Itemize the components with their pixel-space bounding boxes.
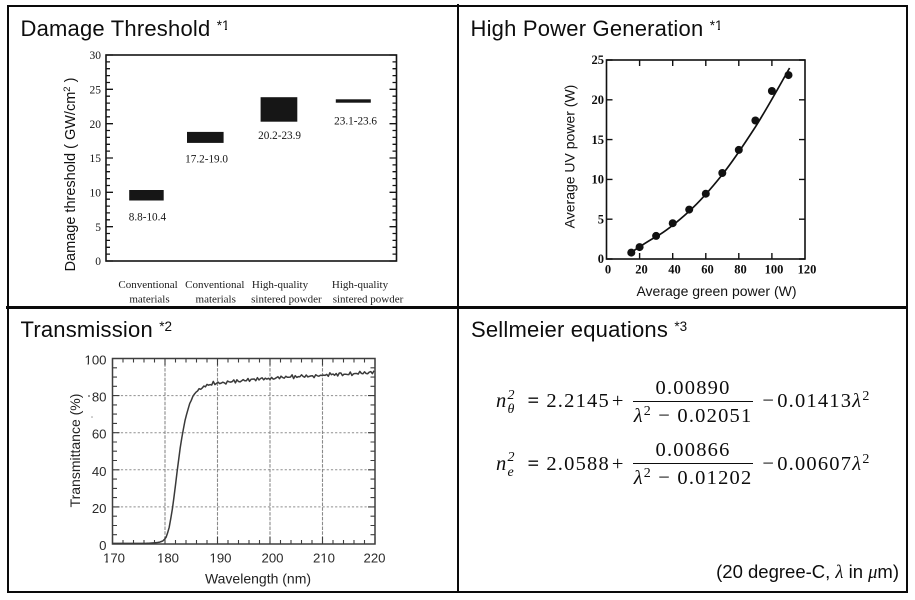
svg-text:8.8-10.4: 8.8-10.4 bbox=[129, 212, 167, 224]
svg-text:190: 190 bbox=[209, 551, 231, 566]
svg-text:210: 210 bbox=[313, 551, 335, 566]
svg-text:Damage threshold ( GW/cm2 ): Damage threshold ( GW/cm2 ) bbox=[62, 78, 79, 272]
svg-text:Transmittance (%): Transmittance (%) bbox=[67, 394, 83, 508]
svg-text:60: 60 bbox=[701, 263, 714, 277]
svg-text:80: 80 bbox=[92, 390, 107, 405]
svg-text:25: 25 bbox=[90, 85, 102, 97]
svg-text:materials: materials bbox=[129, 294, 169, 306]
svg-text:High-quality: High-quality bbox=[252, 279, 309, 291]
svg-text:60: 60 bbox=[92, 427, 107, 442]
svg-text:Average green power (W): Average green power (W) bbox=[636, 283, 796, 299]
svg-text:100: 100 bbox=[765, 263, 784, 277]
svg-text:15: 15 bbox=[592, 133, 605, 147]
svg-text:170: 170 bbox=[103, 551, 125, 566]
svg-text:20.2-23.9: 20.2-23.9 bbox=[258, 130, 301, 142]
svg-text:180: 180 bbox=[157, 551, 179, 566]
svg-text:sintered powder: sintered powder bbox=[333, 294, 404, 306]
svg-text:0: 0 bbox=[95, 256, 101, 268]
svg-text:15: 15 bbox=[90, 153, 102, 165]
svg-text:Conventional: Conventional bbox=[118, 279, 177, 291]
svg-text:Average UV power (W): Average UV power (W) bbox=[562, 85, 578, 229]
svg-text:5: 5 bbox=[95, 222, 101, 234]
svg-text:Conventional: Conventional bbox=[185, 279, 244, 291]
svg-text:10: 10 bbox=[90, 187, 102, 199]
svg-text:120: 120 bbox=[798, 263, 817, 277]
svg-text:30: 30 bbox=[90, 50, 102, 62]
svg-text:0: 0 bbox=[605, 263, 611, 277]
svg-text:20: 20 bbox=[92, 501, 107, 516]
svg-text:40: 40 bbox=[92, 464, 107, 479]
svg-text:220: 220 bbox=[363, 551, 385, 566]
svg-text:0: 0 bbox=[99, 538, 106, 553]
svg-text:20: 20 bbox=[90, 119, 102, 131]
svg-text:23.1-23.6: 23.1-23.6 bbox=[334, 116, 377, 128]
svg-text:10: 10 bbox=[592, 173, 605, 187]
svg-text:20: 20 bbox=[592, 93, 605, 107]
svg-text:sintered powder: sintered powder bbox=[251, 294, 322, 306]
svg-text:100: 100 bbox=[84, 353, 106, 368]
svg-text:High-quality: High-quality bbox=[332, 279, 389, 291]
svg-text:200: 200 bbox=[261, 551, 283, 566]
svg-text:5: 5 bbox=[598, 212, 604, 226]
svg-text:20: 20 bbox=[635, 263, 648, 277]
svg-text:0: 0 bbox=[598, 252, 604, 266]
svg-text:materials: materials bbox=[196, 294, 236, 306]
svg-text:80: 80 bbox=[734, 263, 747, 277]
svg-text:17.2-19.0: 17.2-19.0 bbox=[185, 153, 228, 165]
svg-text:Wavelength (nm): Wavelength (nm) bbox=[205, 571, 311, 587]
svg-text:40: 40 bbox=[668, 263, 681, 277]
svg-text:25: 25 bbox=[592, 53, 605, 67]
